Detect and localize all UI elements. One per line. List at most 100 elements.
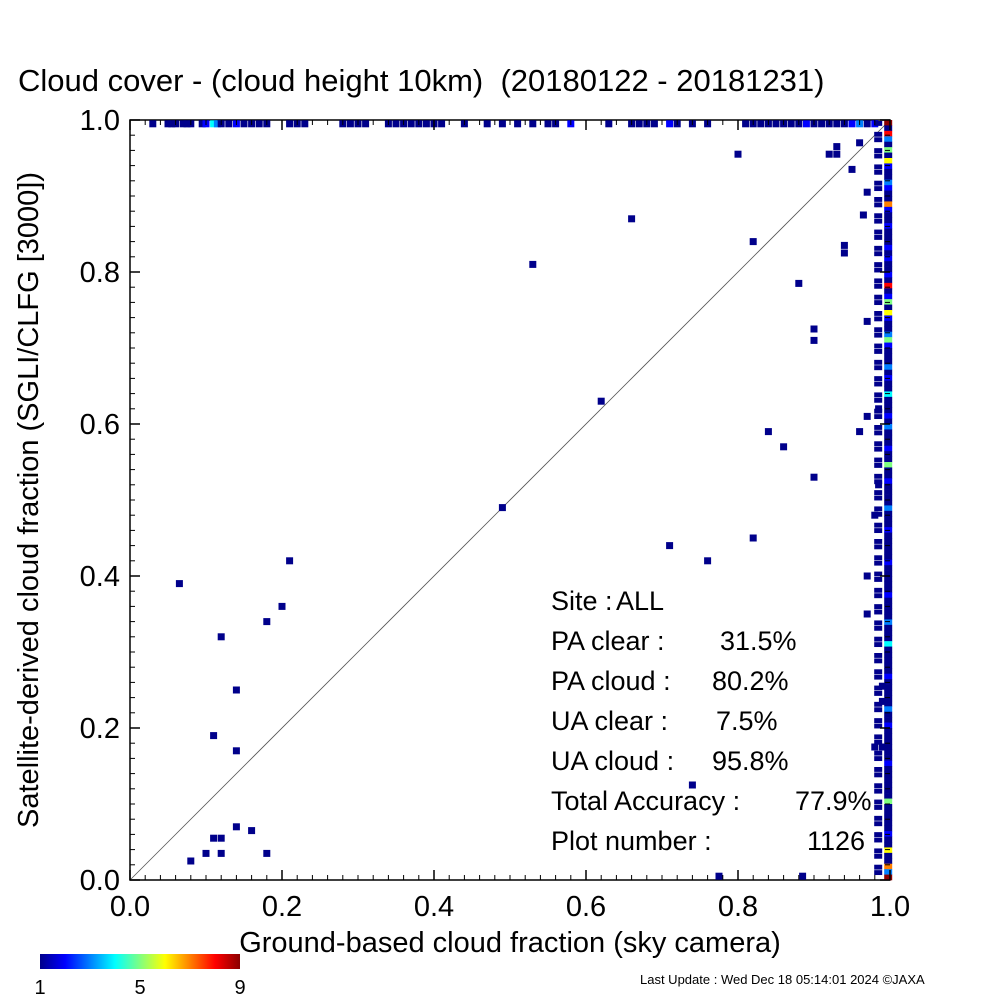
edge-column-neighbor [874,832,883,838]
edge-column-neighbor [874,544,883,550]
edge-column-neighbor [874,430,883,436]
stat-value: 95.8% [712,746,789,776]
edge-column-cell [884,386,893,392]
data-point [422,120,430,128]
colorbar-gradient [40,954,240,969]
edge-column-neighbor [874,837,883,843]
data-point [210,120,218,128]
edge-column-cell [884,852,893,859]
data-point [818,120,826,128]
data-point [278,602,286,610]
edge-column-cell [884,825,893,832]
data-point [286,120,294,128]
edge-column-neighbor [874,245,883,251]
edge-column-neighbor [874,365,883,371]
data-point [544,120,552,128]
edge-column-cell [884,842,893,848]
y-axis-label: Satellite-derived cloud fraction (SGLI/C… [13,172,45,828]
edge-column-cell [884,293,893,300]
edge-column-cell [884,630,893,637]
edge-column-neighbor [874,571,883,577]
y-tick-label: 1.0 [80,105,120,137]
edge-column-cell [884,510,893,517]
x-axis-label: Ground-based cloud fraction (sky camera) [239,927,781,959]
edge-column-neighbor [874,267,883,273]
edge-column-cell [884,559,893,566]
data-point [301,120,309,128]
edge-column-neighbor [874,767,883,772]
edge-column-neighbor [874,821,883,827]
edge-column-cell [884,847,893,854]
edge-column-neighbor [874,229,883,235]
data-point [650,120,658,128]
edge-column-neighbor [874,408,883,414]
edge-column-neighbor [874,490,883,496]
data-point [392,120,400,128]
edge-column-cell [884,250,893,257]
edge-column-cell [884,641,893,647]
edge-column-neighbor [874,278,883,284]
edge-column-cell [884,277,893,284]
data-point [149,120,157,128]
edge-column-cell [884,576,893,582]
data-point [871,743,879,751]
edge-column-neighbor [874,864,883,870]
edge-column-cell [884,288,893,295]
edge-column-cell [884,462,893,468]
stat-label: Plot number : [551,826,712,856]
edge-column-cell [884,809,893,816]
edge-column-neighbor [874,397,883,403]
data-point [346,120,354,128]
edge-column-cell [884,652,893,658]
data-point [840,241,848,249]
edge-column-cell [884,125,893,132]
data-point [168,120,176,128]
edge-column-neighbor [874,262,883,268]
y-tick-label: 0.6 [80,409,120,441]
edge-column-neighbor [874,636,883,642]
edge-column-cell [884,326,893,333]
edge-column-cell [884,766,893,772]
edge-column-cell [884,863,893,870]
edge-column-neighbor [874,642,883,648]
data-point [232,686,240,694]
edge-column-cell [884,342,893,349]
edge-column-cell [884,478,893,485]
edge-column-neighbor [874,197,883,202]
stat-value: 80.2% [712,666,789,696]
data-point [742,120,750,128]
edge-column-neighbor [874,316,883,322]
edge-column-cell [884,282,893,289]
edge-column-neighbor [874,593,883,599]
data-point [263,849,271,857]
data-point [597,397,605,405]
edge-column-neighbor [874,669,883,675]
edge-column-cell [884,624,893,631]
edge-column-neighbor [874,783,883,789]
colorbar-tick-label: 5 [134,977,145,999]
edge-column-cell [884,516,893,523]
edge-column-cell [884,413,893,419]
edge-column-neighbor [874,425,883,430]
edge-column-neighbor [874,685,883,691]
edge-column-neighbor [874,186,883,192]
edge-column-cell [884,690,893,696]
edge-column-cell [884,429,893,436]
data-point [863,610,871,618]
data-point [187,857,195,865]
data-point [232,823,240,831]
plot-area: 0.0 0.2 0.4 0.6 0.8 1.0 0.0 0.2 0.4 0.6 0.8 1.0 [80,105,910,923]
data-point [764,428,772,436]
edge-column-cell [884,662,893,669]
edge-column-cell [884,869,893,875]
data-point [863,120,871,128]
edge-column-cell [884,695,893,702]
edge-column-neighbor [874,164,883,170]
edge-column-cell [884,749,893,756]
edge-column-cell [884,543,893,550]
edge-column-cell [884,570,893,577]
edge-column-cell [884,179,893,186]
edge-column-cell [884,304,893,311]
edge-column-cell [884,586,893,593]
edge-column-cell [884,217,893,224]
